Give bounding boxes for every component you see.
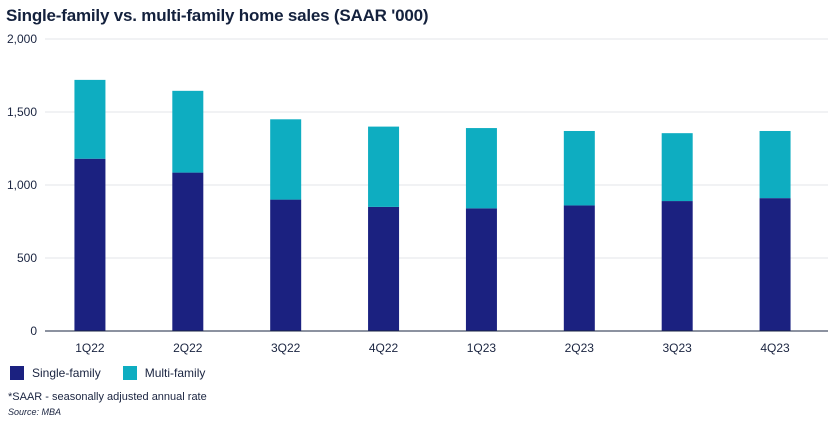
- bar-single-family-2Q22: [172, 172, 204, 331]
- y-tick-label: 0: [30, 324, 37, 338]
- bar-multi-family-2Q22: [172, 90, 204, 173]
- legend-item-multi-family: Multi-family: [122, 366, 206, 380]
- legend-swatch-multi-family: [122, 366, 137, 380]
- x-tick-label: 1Q23: [467, 341, 497, 355]
- bar-multi-family-3Q23: [661, 133, 693, 202]
- x-tick-label: 4Q22: [369, 341, 399, 355]
- x-tick-label: 4Q23: [760, 341, 790, 355]
- bar-multi-family-4Q22: [368, 126, 400, 207]
- footnote: *SAAR - seasonally adjusted annual rate: [8, 391, 207, 403]
- x-tick-label: 2Q23: [565, 341, 595, 355]
- y-tick-label: 1,500: [7, 105, 37, 119]
- bar-multi-family-4Q23: [759, 130, 791, 199]
- legend-item-single-family: Single-family: [10, 366, 101, 380]
- x-tick-label: 3Q23: [663, 341, 693, 355]
- bar-multi-family-3Q22: [270, 119, 302, 200]
- bar-single-family-4Q22: [368, 206, 400, 331]
- chart-title: Single-family vs. multi-family home sale…: [6, 6, 429, 25]
- legend-label-multi-family: Multi-family: [144, 366, 206, 380]
- bar-multi-family-2Q23: [563, 130, 595, 206]
- legend-label-single-family: Single-family: [32, 366, 101, 380]
- x-tick-label: 2Q22: [173, 341, 203, 355]
- bar-single-family-2Q23: [563, 205, 595, 331]
- source-note: Source: MBA: [8, 407, 62, 417]
- bar-multi-family-1Q23: [465, 128, 497, 209]
- bar-single-family-1Q23: [465, 208, 497, 331]
- x-tick-label: 3Q22: [271, 341, 301, 355]
- y-tick-label: 500: [17, 251, 37, 265]
- bar-single-family-3Q22: [270, 199, 302, 331]
- x-tick-label: 1Q22: [75, 341, 105, 355]
- legend-swatch-single-family: [10, 366, 24, 380]
- stacked-bar-chart: 0 500 1,000 1,500 2,000 1Q22 2Q22 3Q22 4Q22 1Q23 2…: [7, 32, 828, 355]
- bar-single-family-4Q23: [759, 198, 791, 331]
- bar-single-family-1Q22: [74, 158, 106, 331]
- legend: Single-family Multi-family: [10, 366, 205, 380]
- bar-multi-family-1Q22: [74, 79, 106, 159]
- bar-single-family-3Q23: [661, 201, 693, 331]
- y-tick-label: 2,000: [7, 32, 37, 46]
- y-tick-label: 1,000: [7, 178, 37, 192]
